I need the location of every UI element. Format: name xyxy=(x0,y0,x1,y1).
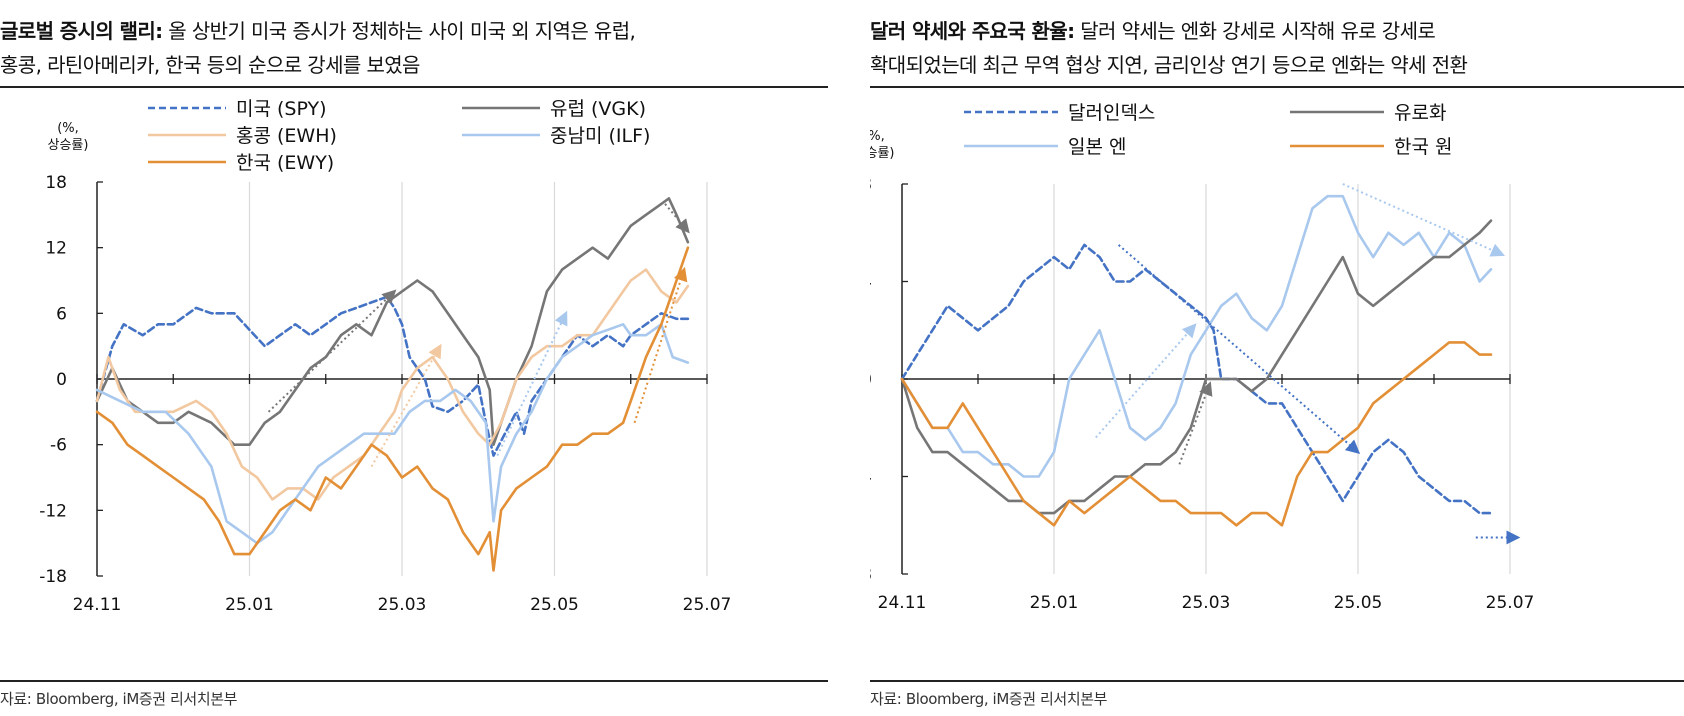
title-line1: 달러 약세는 엔화 강세로 시작해 유로 강세로 xyxy=(1074,19,1436,43)
trend-arrow xyxy=(267,289,397,413)
y-tick-label: 4 xyxy=(870,273,872,293)
series-line-홍콩-ewh xyxy=(95,268,690,501)
trend-arrow xyxy=(664,203,690,234)
y-tick-label: 18 xyxy=(45,173,67,193)
y-tick-label: 0 xyxy=(56,370,67,390)
x-tick-label: 25.01 xyxy=(225,595,274,615)
y-tick-label: -18 xyxy=(39,567,67,587)
series-line-유로화 xyxy=(900,219,1493,515)
series-line-달러인덱스 xyxy=(900,243,1493,515)
trend-arrow xyxy=(1342,183,1505,257)
legend-label-미국-spy: 미국 (SPY) xyxy=(236,98,327,120)
series-line-유럽-vgk xyxy=(95,197,690,446)
title-line2: 확대되었는데 최근 무역 협상 지연, 금리인상 연기 등으로 엔화는 약세 전… xyxy=(870,53,1468,77)
y-tick-label: -4 xyxy=(870,468,872,488)
chart-title: 달러 약세와 주요국 환율: 달러 약세는 엔화 강세로 시작해 유로 강세로 … xyxy=(870,14,1684,82)
source-note: 자료: Bloomberg, iM증권 리서치본부 xyxy=(870,690,1108,708)
title-line2: 홍콩, 라틴아메리카, 한국 등의 순으로 강세를 보였음 xyxy=(0,53,420,77)
source-divider xyxy=(870,680,1684,682)
title-divider xyxy=(0,86,828,88)
x-tick-label: 25.01 xyxy=(1030,593,1079,613)
trend-arrow xyxy=(1178,381,1213,465)
y-axis-label: (%,상승률) xyxy=(48,121,89,153)
y-tick-label: -12 xyxy=(39,501,67,521)
chart-title: 글로벌 증시의 랠리: 올 상반기 미국 증시가 정체하는 사이 미국 외 지역… xyxy=(0,14,828,82)
title-divider xyxy=(870,86,1684,88)
title-line1: 올 상반기 미국 증시가 정체하는 사이 미국 외 지역은 유럽, xyxy=(162,19,636,43)
x-tick-label: 25.05 xyxy=(1334,593,1383,613)
x-tick-label: 25.05 xyxy=(530,595,579,615)
trend-arrow xyxy=(633,266,688,424)
trend-arrow xyxy=(370,343,442,468)
y-tick-label: -6 xyxy=(50,436,67,456)
legend-label-유로화: 유로화 xyxy=(1394,102,1446,124)
legend-label-중남미-ilf: 중남미 (ILF) xyxy=(550,125,650,147)
legend-label-한국-원: 한국 원 xyxy=(1394,136,1452,158)
equity-line-chart: 18 12 6 0 -6 -12 -18 24.11 25.01 25.03 25.05 25.07 (… xyxy=(39,98,732,615)
x-tick-label: 24.11 xyxy=(878,593,927,613)
trend-arrow xyxy=(496,310,568,457)
panel-dollar-fx: 달러 약세와 주요국 환율: 달러 약세는 엔화 강세로 시작해 유로 강세로 … xyxy=(870,0,1684,716)
legend-label-달러인덱스: 달러인덱스 xyxy=(1068,102,1155,124)
x-tick-label: 25.03 xyxy=(1182,593,1231,613)
x-tick-label: 25.03 xyxy=(378,595,427,615)
series-line-중남미-ilf xyxy=(95,323,690,545)
source-note: 자료: Bloomberg, iM증권 리서치본부 xyxy=(0,690,238,708)
y-tick-label: 0 xyxy=(870,370,872,390)
series-line-일본-엔 xyxy=(900,194,1493,478)
x-tick-label: 24.11 xyxy=(73,595,122,615)
panel-global-equity-rally: 글로벌 증시의 랠리: 올 상반기 미국 증시가 정체하는 사이 미국 외 지역… xyxy=(0,0,828,716)
y-tick-label: 6 xyxy=(56,304,67,324)
trend-arrow xyxy=(1117,244,1361,454)
source-divider xyxy=(0,680,828,682)
legend-label-유럽-vgk: 유럽 (VGK) xyxy=(550,98,646,120)
legend-label-홍콩-ewh: 홍콩 (EWH) xyxy=(236,125,337,147)
series-line-한국-ewy xyxy=(95,246,690,572)
y-tick-label: -8 xyxy=(870,565,872,585)
trend-arrow xyxy=(1095,323,1197,439)
fx-line-chart: 8 4 0 -4 -8 24.11 25.01 25.03 25.05 25.07 (%,상승률) 달… xyxy=(870,102,1535,613)
title-bold: 달러 약세와 주요국 환율: xyxy=(870,19,1075,43)
y-tick-label: 8 xyxy=(870,175,872,195)
title-bold: 글로벌 증시의 랠리: xyxy=(0,19,163,43)
series-line-한국-원 xyxy=(900,341,1493,527)
legend-label-일본-엔: 일본 엔 xyxy=(1068,136,1126,158)
y-tick-label: 12 xyxy=(45,239,67,259)
y-axis-label: (%,상승률) xyxy=(870,129,894,161)
x-tick-label: 25.07 xyxy=(683,595,732,615)
x-tick-label: 25.07 xyxy=(1486,593,1535,613)
legend-label-한국-ewy: 한국 (EWY) xyxy=(236,152,334,174)
